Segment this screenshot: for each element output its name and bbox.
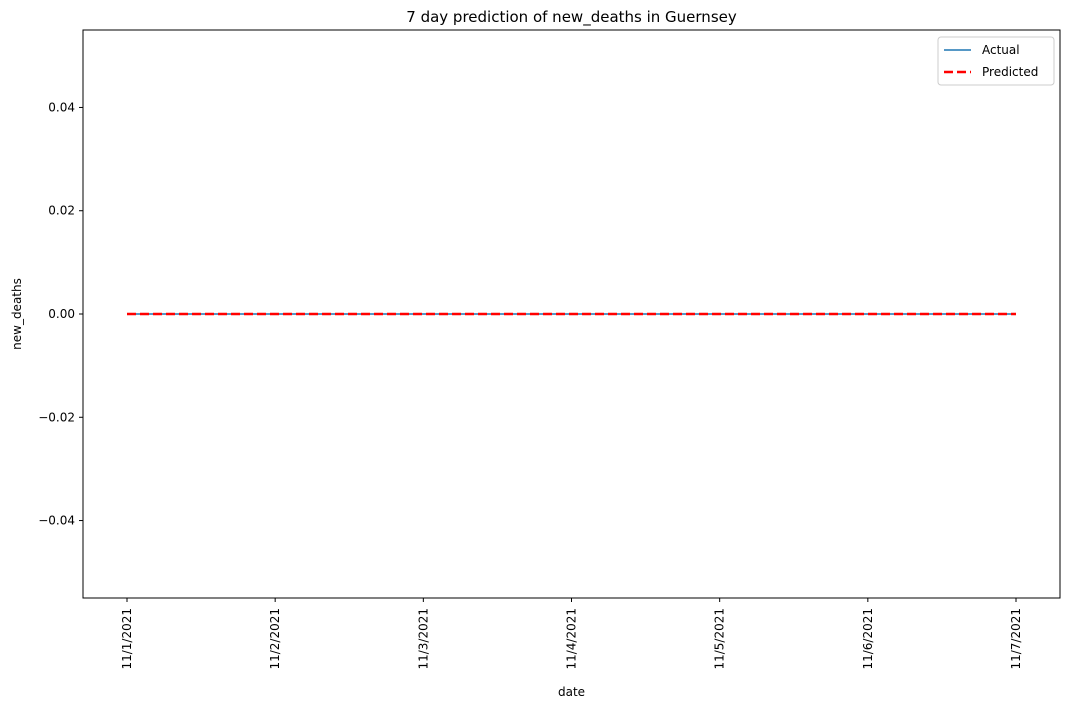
x-tick-label: 11/6/2021 [861,608,875,670]
y-tick-label: 0.04 [48,100,75,114]
x-tick-label: 11/7/2021 [1009,608,1023,670]
legend-label-actual: Actual [982,43,1020,57]
chart-title: 7 day prediction of new_deaths in Guerns… [406,8,737,27]
x-axis: 11/1/2021 11/2/2021 11/3/2021 11/4/2021 11/5… [120,598,1023,670]
legend-box [937,36,1055,86]
plot-frame [82,29,1061,599]
x-tick-label: 11/4/2021 [565,608,579,670]
x-tick-label: 11/1/2021 [120,608,134,670]
x-axis-label: date [558,685,585,699]
x-tick-label: 11/2/2021 [268,608,282,670]
x-tick-label: 11/3/2021 [416,608,430,670]
y-axis-label: new_deaths [10,278,24,350]
y-axis: 0.04 0.02 0.00 −0.02 −0.04 [38,100,83,528]
y-tick-label: 0.00 [48,307,75,321]
legend: Actual Predicted [937,36,1055,86]
y-tick-label: −0.04 [38,514,75,528]
y-tick-label: 0.02 [48,204,75,218]
x-tick-label: 11/5/2021 [713,608,727,670]
y-tick-label: −0.02 [38,410,75,424]
legend-label-predicted: Predicted [982,65,1038,79]
